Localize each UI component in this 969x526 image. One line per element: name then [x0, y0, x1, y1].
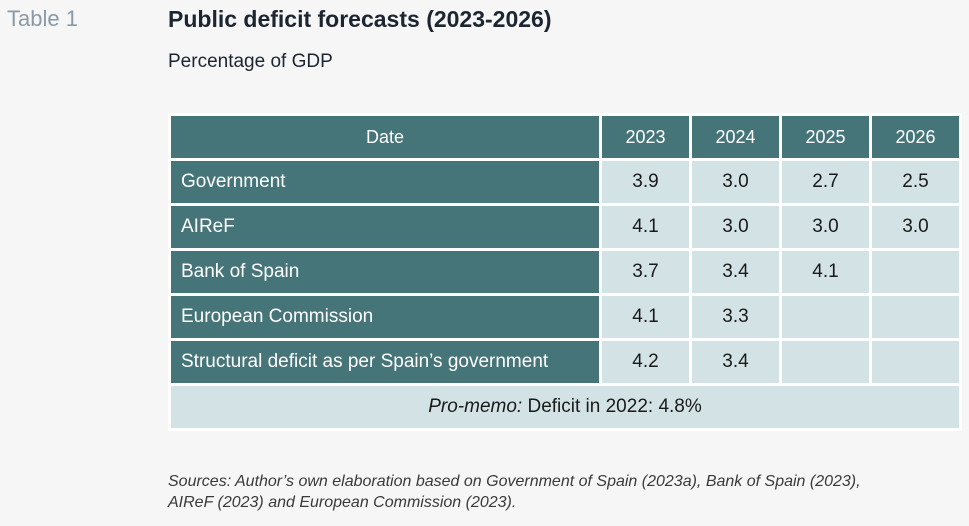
cell-value: 2.5 — [872, 161, 959, 203]
cell-value — [782, 341, 869, 383]
header-year-2024: 2024 — [692, 116, 779, 158]
cell-value — [872, 341, 959, 383]
row-label: Bank of Spain — [171, 251, 599, 293]
cell-value — [782, 296, 869, 338]
deficit-forecast-table: Date 2023 2024 2025 2026 Government 3.9 … — [168, 113, 962, 431]
table-row: AIReF 4.1 3.0 3.0 3.0 — [171, 206, 959, 248]
cell-value: 4.1 — [602, 206, 689, 248]
memo-row: Pro-memo: Deficit in 2022: 4.8% — [171, 386, 959, 428]
cell-value: 3.7 — [602, 251, 689, 293]
table-row: Government 3.9 3.0 2.7 2.5 — [171, 161, 959, 203]
cell-value: 3.0 — [782, 206, 869, 248]
row-label: Structural deficit as per Spain’s govern… — [171, 341, 599, 383]
cell-value: 4.1 — [782, 251, 869, 293]
table-row: European Commission 4.1 3.3 — [171, 296, 959, 338]
cell-value — [872, 251, 959, 293]
memo-text: Deficit in 2022: 4.8% — [522, 396, 702, 417]
table-row: Bank of Spain 3.7 3.4 4.1 — [171, 251, 959, 293]
cell-value — [872, 296, 959, 338]
cell-value: 3.4 — [692, 251, 779, 293]
row-label: AIReF — [171, 206, 599, 248]
cell-value: 3.3 — [692, 296, 779, 338]
cell-value: 3.0 — [872, 206, 959, 248]
header-year-2023: 2023 — [602, 116, 689, 158]
sources-note: Sources: Author’s own elaboration based … — [168, 471, 968, 513]
header-year-2025: 2025 — [782, 116, 869, 158]
table-title: Public deficit forecasts (2023-2026) — [168, 6, 552, 32]
table-row: Structural deficit as per Spain’s govern… — [171, 341, 959, 383]
cell-value: 3.0 — [692, 161, 779, 203]
memo-prefix: Pro-memo: — [428, 396, 523, 417]
row-label: Government — [171, 161, 599, 203]
header-year-2026: 2026 — [872, 116, 959, 158]
cell-value: 4.1 — [602, 296, 689, 338]
memo-cell: Pro-memo: Deficit in 2022: 4.8% — [171, 386, 959, 428]
header-row: Date 2023 2024 2025 2026 — [171, 116, 959, 158]
row-label: European Commission — [171, 296, 599, 338]
table-number-label: Table 1 — [7, 6, 78, 31]
cell-value: 2.7 — [782, 161, 869, 203]
table-subtitle: Percentage of GDP — [168, 51, 333, 72]
cell-value: 3.9 — [602, 161, 689, 203]
sources-line-1: Sources: Author’s own elaboration based … — [168, 473, 861, 490]
cell-value: 3.4 — [692, 341, 779, 383]
header-date: Date — [171, 116, 599, 158]
cell-value: 3.0 — [692, 206, 779, 248]
sources-line-2: AIReF (2023) and European Commission (20… — [168, 494, 517, 511]
cell-value: 4.2 — [602, 341, 689, 383]
